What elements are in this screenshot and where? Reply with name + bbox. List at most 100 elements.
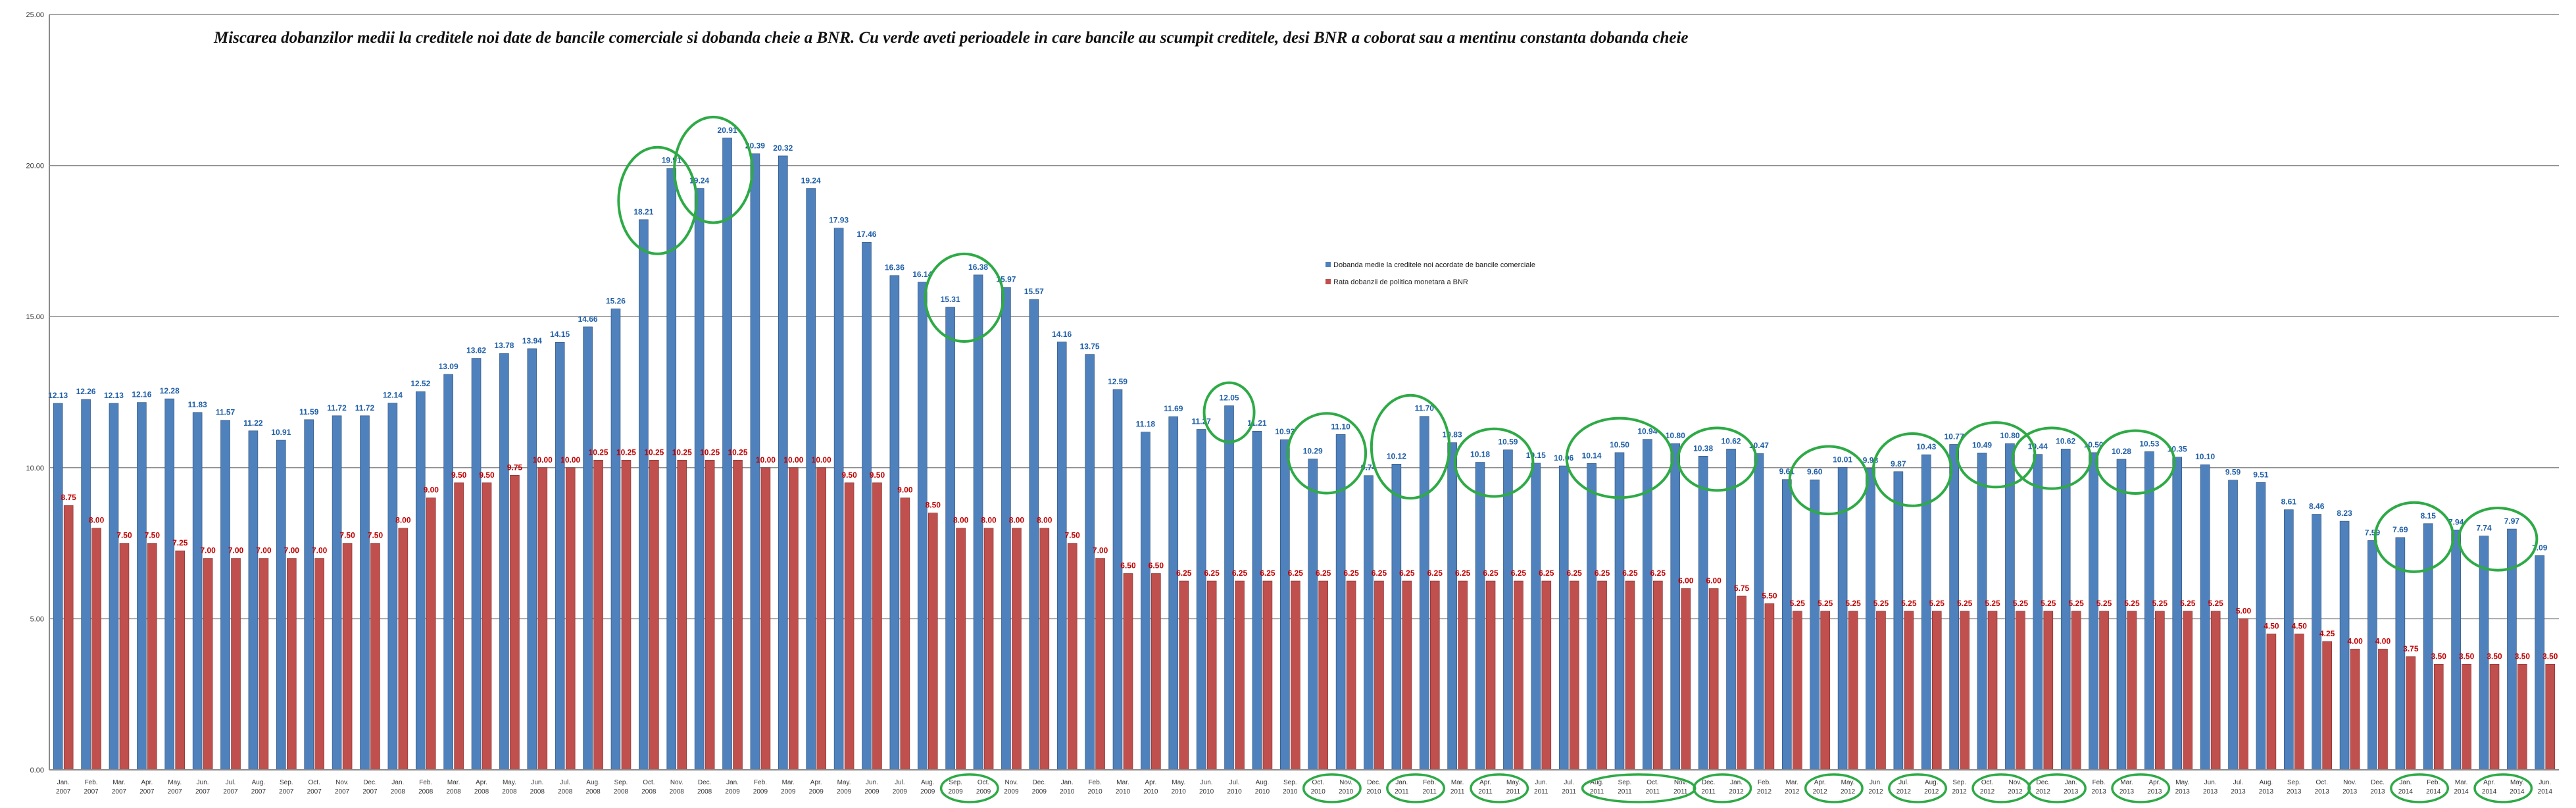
x-tick-label: Feb. 2009 [753,779,768,795]
data-label-bnr: 6.25 [1483,568,1499,578]
data-label-commercial: 12.14 [383,391,403,400]
gridlines [49,14,2559,620]
data-label-commercial: 11.69 [1164,404,1183,413]
data-label-commercial: 19.24 [801,176,821,185]
data-label-bnr: 7.00 [1093,546,1108,555]
data-label-bnr: 9.50 [870,470,885,480]
x-tick-label: May. 2013 [2175,779,2191,795]
bar-commercial-rate [1308,459,1318,770]
data-label-bnr: 6.25 [1539,568,1554,578]
x-tick-label: Feb. 2012 [1757,779,1772,795]
x-tick-label: May. 2008 [502,779,517,795]
bar-bnr-rate [2127,611,2137,770]
bar-bnr-rate [789,467,799,770]
data-label-bnr: 6.25 [1567,568,1583,578]
x-tick-label: Sep. 2013 [2287,779,2302,795]
data-label-commercial: 15.57 [1024,287,1044,296]
data-label-commercial: 7.97 [2504,517,2520,526]
bar-commercial-rate [415,391,426,770]
data-label-bnr: 7.00 [284,546,300,555]
bar-commercial-rate [1447,442,1457,770]
data-label-commercial: 12.16 [132,390,151,399]
data-label-commercial: 11.70 [1415,404,1435,413]
bar-bnr-rate [2016,611,2025,770]
x-tick-label: Aug. 2012 [1924,779,1939,795]
bar-commercial-rate [2395,537,2406,770]
data-label-bnr: 4.00 [2347,636,2363,645]
x-tick-label: Nov. 2012 [2008,779,2023,795]
data-label-commercial: 12.26 [76,387,96,396]
data-label-commercial: 10.01 [1833,455,1852,464]
bar-bnr-rate [454,482,464,770]
data-label-bnr: 9.50 [451,470,467,480]
bar-bnr-rate [2210,611,2221,770]
bar-bnr-rate [2545,663,2556,770]
bar-bnr-rate [147,543,157,770]
data-label-bnr: 8.50 [926,501,941,510]
bar-commercial-rate [862,241,872,770]
data-label-bnr: 5.25 [2013,599,2029,608]
data-label-bnr: 10.25 [644,447,664,457]
x-tick-label: Dec. 2007 [362,779,378,795]
data-label-bnr: 6.25 [1511,568,1527,578]
x-tick-label: Jun. 2007 [195,779,211,795]
bar-commercial-rate [2507,528,2517,770]
bar-bnr-rate [1374,580,1384,770]
highlight-ellipse-values [2373,501,2455,573]
y-tick-label: 5.00 [30,615,44,623]
x-tick-label: Jun. 2011 [1534,779,1548,795]
bar-commercial-rate [1085,354,1095,770]
bar-bnr-rate [816,467,826,770]
bar-bnr-rate [593,460,603,770]
data-label-bnr: 7.00 [200,546,216,555]
x-tick-label: Jul. 2008 [558,779,573,795]
data-label-bnr: 5.50 [1762,591,1777,600]
data-label-bnr: 7.50 [145,531,161,540]
bar-commercial-rate [332,415,342,770]
data-label-bnr: 5.25 [2096,599,2112,608]
bar-commercial-rate [889,275,900,770]
bar-bnr-rate [928,513,938,770]
highlight-ellipse-dates [1386,773,1446,803]
data-label-commercial: 10.53 [2139,439,2159,448]
x-tick-label: Dec. 2009 [1032,779,1047,795]
x-tick-label: Apr. 2012 [1813,779,1828,795]
y-tick-label: 10.00 [26,465,44,472]
bar-bnr-rate [63,505,74,770]
data-label-bnr: 7.00 [228,546,244,555]
x-tick-label: Nov. 2009 [1004,779,1019,795]
bar-bnr-rate [1179,580,1189,770]
bar-commercial-rate [220,420,230,770]
x-tick-label: Oct. 2009 [976,779,991,795]
data-label-commercial: 13.78 [494,341,514,350]
data-label-bnr: 6.25 [1427,568,1443,578]
x-tick-label: Jan. 2011 [1395,779,1409,795]
y-tick-label: 15.00 [26,313,44,321]
data-label-bnr: 6.25 [1232,568,1248,578]
bar-bnr-rate [1597,580,1607,770]
bar-commercial-rate [1893,471,1904,770]
bar-commercial-rate [1252,430,1262,770]
data-label-bnr: 8.00 [395,516,411,525]
bar-commercial-rate [1391,463,1402,770]
bar-bnr-rate [1569,580,1579,770]
bar-commercial-rate [387,403,398,770]
bar-bnr-rate [1820,611,1830,770]
x-tick-label: Apr. 2013 [2147,779,2162,795]
data-label-bnr: 10.25 [728,447,748,457]
bar-commercial-rate [639,219,649,770]
bar-commercial-rate [917,282,928,770]
data-label-bnr: 5.25 [1873,599,1889,608]
bar-commercial-rate [1280,439,1290,770]
bar-bnr-rate [259,558,269,770]
highlight-ellipse-dates [1470,773,1529,803]
data-label-commercial: 11.59 [299,407,319,417]
x-tick-label: Apr. 2009 [809,779,824,795]
bar-bnr-rate [1291,580,1300,770]
x-tick-label: May. 2009 [837,779,852,795]
data-label-bnr: 6.25 [1176,568,1192,578]
data-label-commercial: 10.94 [1637,427,1657,436]
bar-bnr-rate [1151,573,1161,770]
data-label-bnr: 5.25 [1845,599,1861,608]
